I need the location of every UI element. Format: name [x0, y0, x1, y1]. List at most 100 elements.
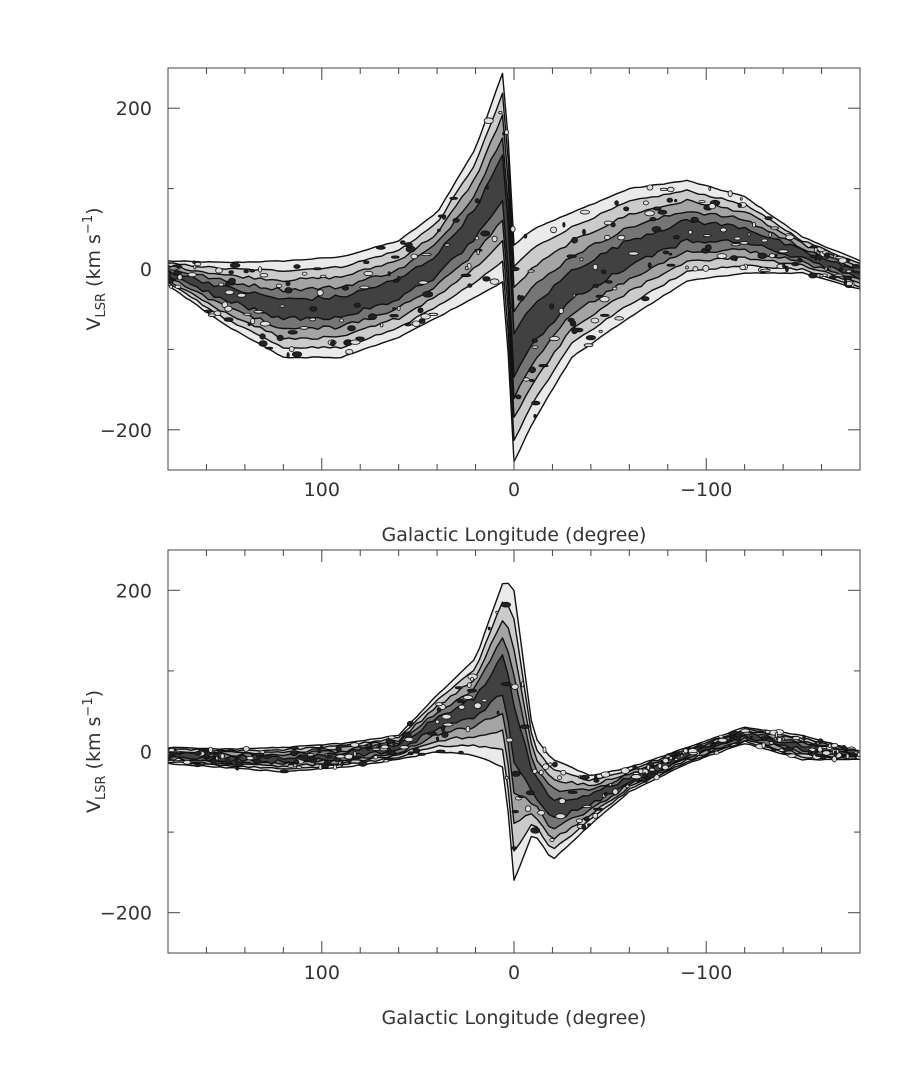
contour-blob [404, 323, 412, 327]
contour-blob [739, 197, 743, 201]
contour-blob [482, 276, 491, 282]
contour-blob [168, 278, 174, 284]
contour-blob [585, 335, 597, 341]
contour-blob [567, 790, 578, 794]
contour-blob [208, 746, 214, 753]
contour-blob [194, 763, 202, 768]
contour-blob [224, 289, 235, 295]
contour-blob [829, 275, 838, 279]
contour-blob [707, 749, 711, 753]
contour-blob [236, 292, 247, 298]
contour-blob [473, 702, 482, 709]
contour-blob [704, 244, 712, 251]
contour-blob [299, 326, 309, 330]
contour-blob [819, 274, 824, 278]
contour-blob [730, 243, 741, 247]
contour-blob [435, 736, 440, 741]
contour-blob [290, 745, 299, 751]
contour-blob [200, 754, 210, 759]
contour-blob [375, 245, 386, 250]
contour-blob [441, 731, 449, 738]
contour-blob [496, 710, 500, 715]
contour-blob [385, 738, 394, 744]
contour-blob [351, 755, 363, 760]
contour-blob [604, 791, 608, 797]
contour-blob [504, 129, 510, 135]
contour-blob [177, 274, 183, 281]
contour-blob [392, 279, 399, 283]
contour-blob [389, 314, 399, 318]
contour-blob [454, 686, 463, 690]
contour-blob [287, 330, 298, 335]
contour-blob [598, 329, 603, 333]
contour-blob [215, 267, 223, 274]
contour-blob [223, 317, 234, 322]
contour-blob [474, 236, 480, 241]
contour-blob [737, 202, 742, 208]
contour-blob [404, 242, 413, 248]
x-tick-label: 100 [304, 479, 340, 501]
contour-blob [665, 754, 671, 758]
contour-blob [350, 742, 360, 748]
contour-blob [527, 269, 535, 273]
contour-blob [757, 252, 768, 259]
contour-blob [404, 737, 414, 743]
contour-blob [827, 743, 832, 748]
contour-blob [509, 266, 520, 272]
contour-blob [852, 270, 860, 274]
contour-blob [383, 759, 390, 763]
contour-blob [507, 303, 514, 309]
contour-blob [476, 249, 480, 256]
contour-blob [330, 340, 336, 347]
contour-blob [549, 303, 555, 310]
contour-blob [313, 757, 317, 765]
contour-blob [782, 262, 786, 269]
contour-blob [638, 768, 644, 774]
contour-blob [276, 334, 284, 342]
contour-blob [708, 203, 716, 210]
contour-blob [834, 273, 844, 277]
contour-blob [542, 746, 547, 754]
contour-blob [830, 743, 839, 749]
contour-blob [575, 818, 583, 824]
contour-blob [392, 741, 396, 746]
contour-blob [826, 267, 830, 271]
contour-blob [571, 236, 578, 244]
contour-blob [851, 264, 860, 270]
contour-blob [595, 294, 604, 298]
y-tick-label: 0 [140, 259, 152, 281]
y-axis-title: VLSR (km s−1) [81, 690, 109, 813]
contour-blob [243, 746, 250, 752]
contour-blob [776, 736, 783, 743]
x-tick-label: 0 [508, 479, 520, 501]
contour-blob [345, 349, 354, 355]
contour-blob [510, 225, 516, 233]
contour-blob [228, 270, 235, 275]
contour-blob [347, 325, 356, 332]
contour-blob [569, 320, 577, 327]
contour-blob [739, 241, 749, 245]
contour-blob [747, 232, 751, 237]
contour-blob [623, 206, 630, 212]
contour-blob [483, 117, 494, 124]
contour-blob [355, 336, 365, 341]
contour-blob [782, 737, 786, 741]
contour-blob [601, 269, 607, 275]
contour-blob [298, 754, 309, 761]
contour-blob [401, 731, 412, 738]
contour-blob [377, 743, 382, 748]
contour-blob [814, 247, 818, 253]
y-tick-label: 200 [116, 580, 152, 602]
contour-blob [511, 683, 519, 690]
contour-blob [833, 750, 838, 757]
contour-blob [727, 190, 733, 198]
contour-blob [614, 200, 619, 206]
contour-blob [562, 222, 566, 228]
contour-blob [572, 327, 584, 333]
contour-blob [582, 805, 593, 809]
contour-blob [668, 252, 673, 256]
contour-blob [787, 753, 797, 758]
contour-blob [422, 290, 434, 298]
contour-blob [604, 234, 611, 240]
contour-blob [262, 754, 272, 759]
